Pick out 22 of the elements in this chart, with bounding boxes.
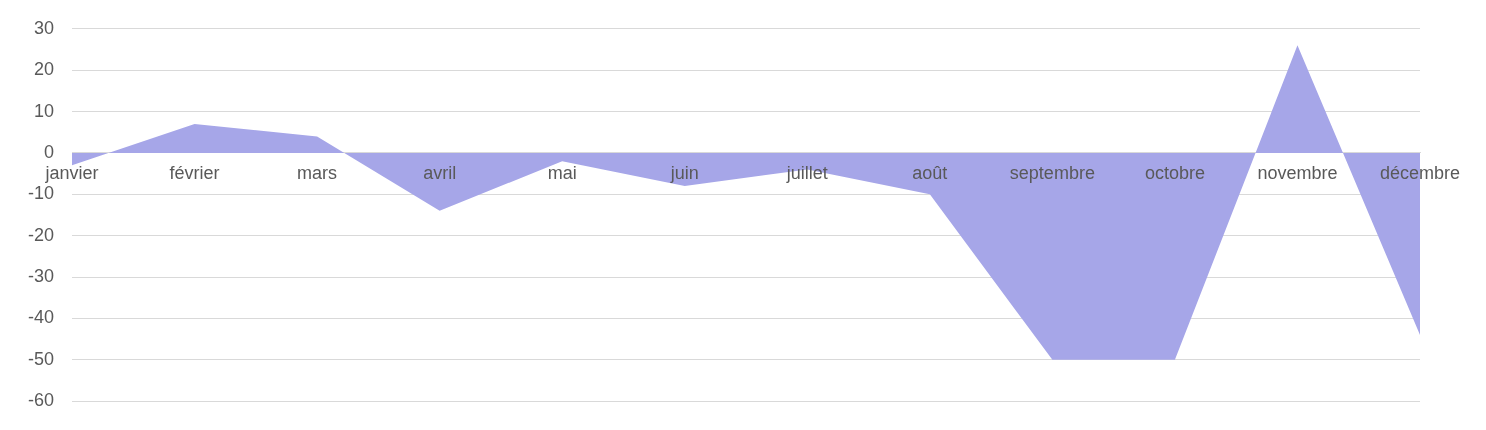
x-tick-label: mai <box>547 162 577 183</box>
y-tick-label: 30 <box>33 17 55 38</box>
y-tick-label: -20 <box>28 224 55 245</box>
x-tick-label: mars <box>297 162 338 183</box>
y-tick-label: -40 <box>28 307 55 328</box>
x-tick-label: janvier <box>44 162 99 183</box>
x-tick-label: février <box>169 162 220 183</box>
y-tick-label: -10 <box>28 183 55 204</box>
x-tick-label: novembre <box>1257 162 1338 183</box>
x-tick-label: août <box>912 162 948 183</box>
x-tick-label: octobre <box>1144 162 1205 183</box>
x-tick-label: juin <box>669 162 699 183</box>
y-tick-label: -60 <box>28 390 55 411</box>
x-tick-label: juillet <box>785 162 828 183</box>
y-tick-label: 20 <box>33 59 55 80</box>
y-tick-label: -50 <box>28 348 55 369</box>
x-tick-label: avril <box>423 162 457 183</box>
x-tick-label: septembre <box>1009 162 1095 183</box>
x-tick-label: décembre <box>1379 162 1461 183</box>
y-tick-label: -30 <box>28 266 55 287</box>
y-tick-label: 0 <box>44 141 55 162</box>
y-tick-label: 10 <box>33 100 55 121</box>
